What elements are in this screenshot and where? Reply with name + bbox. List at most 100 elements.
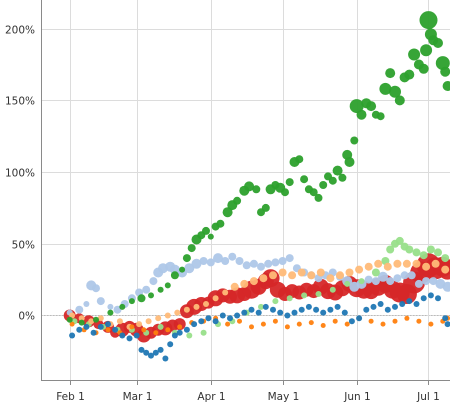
- data-point: [184, 263, 195, 274]
- data-point: [249, 324, 254, 330]
- data-point: [93, 316, 99, 323]
- data-point: [227, 315, 233, 322]
- data-point: [212, 318, 219, 325]
- data-point: [371, 268, 380, 277]
- data-point: [112, 326, 119, 333]
- data-point: [240, 279, 249, 288]
- data-point: [328, 176, 337, 185]
- data-point: [149, 277, 158, 286]
- data-point: [191, 321, 198, 328]
- data-point: [155, 315, 162, 322]
- data-point: [399, 301, 406, 307]
- data-point: [393, 274, 402, 283]
- data-point: [288, 271, 297, 280]
- data-point: [389, 85, 401, 98]
- data-point: [422, 277, 431, 286]
- data-point: [440, 66, 450, 77]
- data-point: [97, 323, 104, 330]
- data-point: [404, 69, 415, 80]
- data-point: [119, 303, 126, 310]
- data-point: [176, 329, 183, 336]
- data-point: [441, 254, 450, 263]
- data-point: [285, 254, 294, 263]
- data-point: [408, 48, 421, 61]
- data-point: [200, 329, 207, 336]
- data-point: [355, 265, 364, 274]
- data-point: [261, 203, 270, 212]
- data-point: [377, 301, 384, 307]
- x-tick-label: Jul 1: [416, 391, 440, 403]
- data-point: [344, 280, 351, 287]
- data-point: [336, 271, 344, 280]
- y-tick-label: 200%: [5, 25, 35, 37]
- data-point: [370, 303, 377, 310]
- data-point: [338, 173, 347, 182]
- data-point: [105, 321, 111, 328]
- data-point: [173, 318, 186, 331]
- data-point: [316, 268, 325, 277]
- x-tick-label: May 1: [268, 391, 300, 403]
- data-point: [348, 318, 355, 325]
- data-point: [92, 284, 100, 293]
- data-point: [307, 271, 316, 280]
- data-point: [393, 259, 402, 268]
- data-point: [179, 266, 186, 273]
- data-point: [384, 306, 391, 313]
- data-point: [308, 320, 314, 326]
- data-point: [379, 82, 392, 95]
- data-point: [203, 301, 209, 307]
- y-tick-label: 0%: [18, 311, 35, 323]
- series-group: [63, 253, 450, 343]
- data-point: [272, 298, 279, 305]
- data-point: [157, 346, 164, 353]
- data-point: [344, 321, 350, 327]
- data-point: [241, 309, 248, 316]
- data-point: [350, 136, 359, 145]
- data-point: [429, 277, 438, 286]
- data-point: [444, 321, 450, 328]
- data-point: [66, 316, 73, 323]
- data-point: [313, 306, 320, 313]
- data-point: [428, 321, 434, 327]
- data-point: [174, 309, 181, 316]
- data-point: [167, 341, 174, 348]
- data-point: [435, 295, 441, 302]
- data-point: [126, 335, 133, 342]
- data-point: [412, 248, 421, 257]
- data-point: [219, 312, 226, 319]
- data-point: [83, 323, 90, 330]
- data-point: [143, 349, 150, 356]
- data-point: [262, 303, 269, 310]
- data-point: [221, 257, 230, 265]
- data-point: [374, 259, 383, 268]
- data-point: [255, 309, 262, 316]
- data-point: [356, 109, 367, 120]
- data-point: [286, 295, 293, 302]
- data-point: [383, 262, 392, 271]
- data-point: [416, 318, 422, 324]
- data-point: [248, 306, 255, 313]
- data-point: [364, 275, 373, 284]
- data-point: [242, 261, 251, 270]
- x-tick-label: Mar 1: [123, 391, 153, 403]
- data-point: [148, 352, 154, 359]
- y-tick-label: 150%: [5, 96, 35, 108]
- data-point: [278, 257, 287, 265]
- data-point: [404, 315, 410, 321]
- x-tick-label: Feb 1: [56, 391, 85, 403]
- data-point: [442, 281, 450, 292]
- data-point: [153, 330, 159, 336]
- data-point: [442, 315, 449, 322]
- data-point: [222, 289, 229, 296]
- data-point: [427, 292, 434, 299]
- data-point: [364, 262, 373, 271]
- data-point: [327, 306, 334, 313]
- data-point: [378, 271, 388, 282]
- data-point: [76, 326, 83, 333]
- data-point: [164, 282, 171, 289]
- data-point: [366, 101, 377, 112]
- data-point: [300, 175, 309, 184]
- data-point: [284, 312, 291, 319]
- data-point: [165, 327, 171, 333]
